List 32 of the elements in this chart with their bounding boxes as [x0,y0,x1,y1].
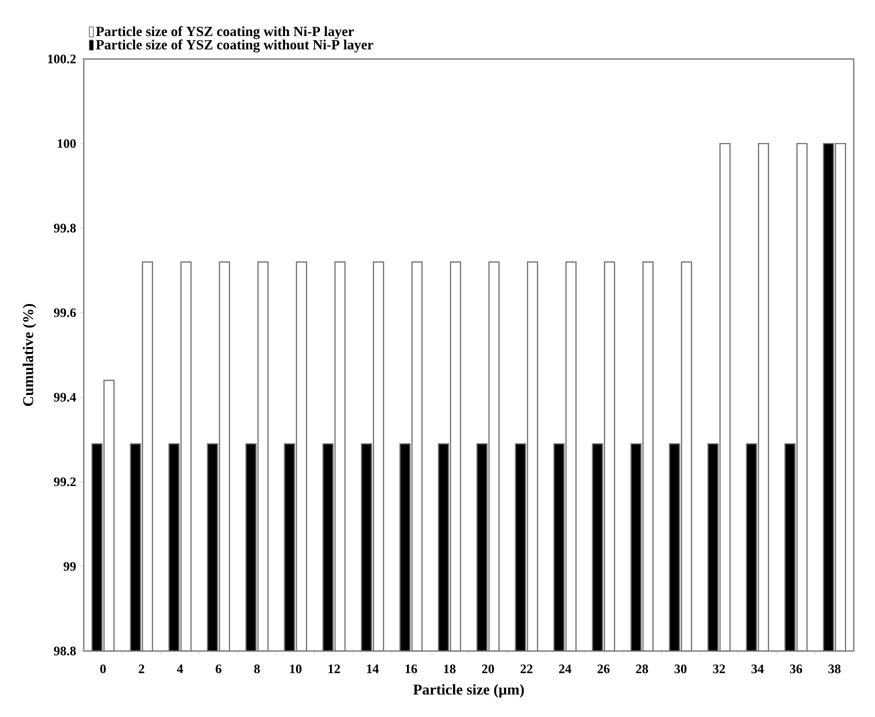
y-tick-label: 99.8 [54,224,76,233]
x-tick-label: 10 [290,664,302,674]
x-axis-title: Particle size (µm) [413,684,524,698]
y-tick-label: 99 [64,562,76,571]
y-tick-label: 99.6 [54,308,76,318]
y-tick-label: 100.2 [48,54,76,64]
x-tick-label: 0 [100,664,106,674]
x-tick-label: 22 [520,664,532,674]
x-tick-label: 26 [598,664,610,674]
y-tick-label: 100 [58,139,76,148]
y-tick-label: 98.8 [54,646,76,656]
x-tick-label: 18 [444,664,456,674]
x-tick-label: 20 [482,664,494,674]
x-tick-label: 32 [713,664,725,674]
x-tick-label: 30 [674,664,686,674]
legend-label: Particle size of YSZ coating with Ni-P layer [96,26,354,40]
x-tick-label: 6 [216,664,222,674]
x-tick-label: 2 [138,664,144,674]
y-tick-label: 99.2 [54,477,76,486]
x-tick-label: 4 [176,664,183,674]
x-tick-label: 12 [328,664,340,674]
x-tick-label: 16 [406,664,418,674]
x-tick-label: 8 [254,664,260,674]
legend-label: Particle size of YSZ coating without Ni-P layer [96,39,374,52]
x-tick-label: 36 [790,664,802,674]
x-tick-label: 38 [828,664,841,674]
x-tick-label: 34 [752,664,764,674]
x-tick-label: 14 [367,664,379,674]
y-tick-label: 99.4 [54,392,76,402]
x-tick-label: 24 [559,664,572,674]
y-axis-title: Cumulative (%) [22,304,36,406]
x-tick-label: 28 [636,664,648,674]
